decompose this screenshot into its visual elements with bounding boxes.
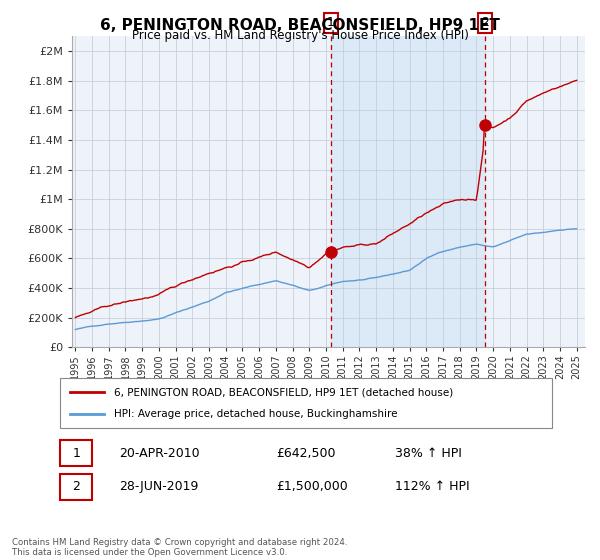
Text: 1: 1 bbox=[327, 16, 335, 30]
Text: 1: 1 bbox=[72, 446, 80, 460]
Text: 2: 2 bbox=[481, 16, 488, 30]
FancyBboxPatch shape bbox=[60, 378, 552, 428]
Text: 6, PENINGTON ROAD, BEACONSFIELD, HP9 1ET (detached house): 6, PENINGTON ROAD, BEACONSFIELD, HP9 1ET… bbox=[114, 387, 454, 397]
Bar bbox=[331, 36, 485, 347]
Text: 28-JUN-2019: 28-JUN-2019 bbox=[119, 480, 199, 493]
FancyBboxPatch shape bbox=[60, 474, 92, 500]
Text: 38% ↑ HPI: 38% ↑ HPI bbox=[395, 446, 461, 460]
Text: 20-APR-2010: 20-APR-2010 bbox=[119, 446, 200, 460]
Text: £642,500: £642,500 bbox=[277, 446, 336, 460]
Text: 6, PENINGTON ROAD, BEACONSFIELD, HP9 1ET: 6, PENINGTON ROAD, BEACONSFIELD, HP9 1ET bbox=[100, 18, 500, 33]
Text: HPI: Average price, detached house, Buckinghamshire: HPI: Average price, detached house, Buck… bbox=[114, 409, 398, 419]
FancyBboxPatch shape bbox=[60, 440, 92, 466]
Text: Price paid vs. HM Land Registry's House Price Index (HPI): Price paid vs. HM Land Registry's House … bbox=[131, 29, 469, 42]
Text: 2: 2 bbox=[72, 480, 80, 493]
Text: 112% ↑ HPI: 112% ↑ HPI bbox=[395, 480, 469, 493]
Text: £1,500,000: £1,500,000 bbox=[277, 480, 348, 493]
Text: Contains HM Land Registry data © Crown copyright and database right 2024.
This d: Contains HM Land Registry data © Crown c… bbox=[12, 538, 347, 557]
